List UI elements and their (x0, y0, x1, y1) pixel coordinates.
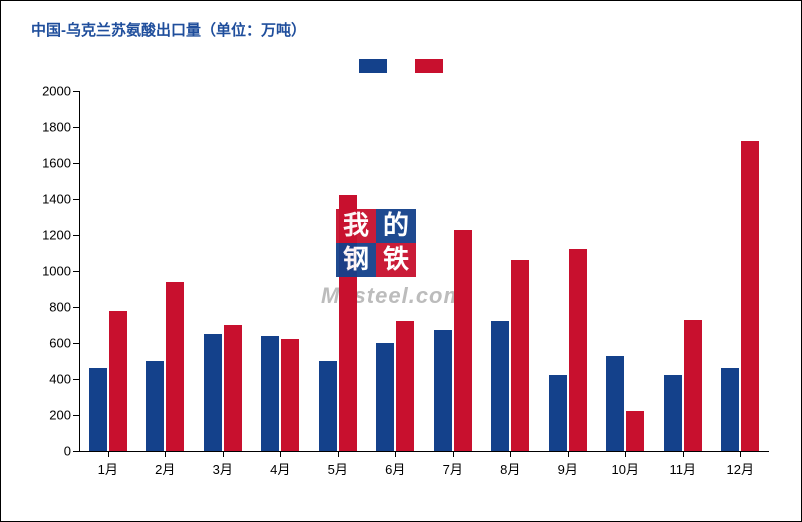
bar (626, 411, 644, 451)
x-tick-label: 10月 (612, 459, 639, 478)
x-tick-label: 12月 (727, 459, 754, 478)
bar (491, 321, 509, 451)
x-tick-mark (625, 451, 626, 457)
bar (376, 343, 394, 451)
legend-item-2 (415, 57, 443, 75)
bar (434, 330, 452, 451)
bar (396, 321, 414, 451)
bar (146, 361, 164, 451)
x-tick-mark (338, 451, 339, 457)
x-tick-label: 8月 (500, 459, 520, 478)
y-axis: 0200400600800100012001400160018002000 (1, 91, 79, 451)
bars-layer (79, 91, 769, 451)
bar (166, 282, 184, 451)
bar (569, 249, 587, 451)
bar (224, 325, 242, 451)
bar (684, 320, 702, 451)
x-tick-mark (453, 451, 454, 457)
legend-swatch-1 (359, 59, 387, 73)
wm-de: 的 (376, 209, 416, 243)
x-tick-label: 5月 (328, 459, 348, 478)
plot-area: Mysteel.com 我 的 钢 铁 (79, 91, 769, 451)
x-axis-line (79, 451, 769, 452)
x-tick-label: 2月 (155, 459, 175, 478)
x-tick-label: 3月 (213, 459, 233, 478)
x-tick-mark (223, 451, 224, 457)
y-tick-label: 400 (49, 372, 71, 387)
wm-gang: 钢 (336, 243, 376, 277)
x-tick-label: 7月 (443, 459, 463, 478)
bar (549, 375, 567, 451)
y-tick-label: 800 (49, 300, 71, 315)
bar (89, 368, 107, 451)
x-tick-mark (740, 451, 741, 457)
bar (204, 334, 222, 451)
bar (741, 141, 759, 451)
bar (664, 375, 682, 451)
legend (1, 57, 801, 75)
x-axis-labels: 1月 2月 3月 4月 5月 6月 7月 8月 9月 10月 11月 12月 (79, 459, 769, 489)
y-tick-label: 0 (64, 444, 71, 459)
bar (319, 361, 337, 451)
x-tick-mark (108, 451, 109, 457)
watermark-cn: 我 的 钢 铁 (336, 209, 416, 277)
bar (511, 260, 529, 451)
y-tick-label: 2000 (42, 84, 71, 99)
bar (109, 311, 127, 451)
x-tick-mark (568, 451, 569, 457)
x-tick-label: 6月 (385, 459, 405, 478)
bar (261, 336, 279, 451)
x-tick-mark (510, 451, 511, 457)
x-tick-label: 4月 (270, 459, 290, 478)
y-tick-label: 1800 (42, 120, 71, 135)
y-tick-label: 1000 (42, 264, 71, 279)
chart-title: 中国-乌克兰苏氨酸出口量（单位：万吨） (31, 19, 306, 40)
bar (721, 368, 739, 451)
bar (606, 356, 624, 451)
x-tick-mark (280, 451, 281, 457)
x-tick-label: 11月 (670, 459, 697, 478)
chart-container: 中国-乌克兰苏氨酸出口量（单位：万吨） 0 200 400 600 800 1000 120… (0, 0, 802, 522)
y-tick-label: 1200 (42, 228, 71, 243)
legend-item-1 (359, 57, 387, 75)
bar (454, 230, 472, 451)
y-tick-label: 600 (49, 336, 71, 351)
legend-swatch-2 (415, 59, 443, 73)
x-tick-label: 1月 (98, 459, 118, 478)
x-tick-mark (683, 451, 684, 457)
y-tick-label: 200 (49, 408, 71, 423)
x-tick-mark (395, 451, 396, 457)
y-tick-label: 1600 (42, 156, 71, 171)
bar (281, 339, 299, 451)
y-tick-label: 1400 (42, 192, 71, 207)
x-tick-mark (165, 451, 166, 457)
x-tick-label: 9月 (558, 459, 578, 478)
wm-wo: 我 (336, 209, 376, 243)
wm-tie: 铁 (376, 243, 416, 277)
